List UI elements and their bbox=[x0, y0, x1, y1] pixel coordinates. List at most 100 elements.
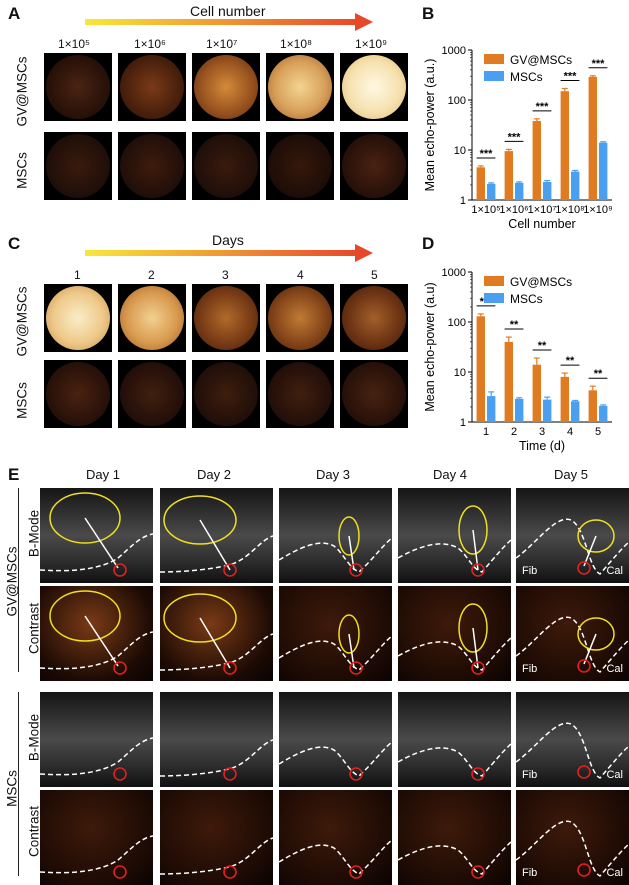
overlay-annotations bbox=[516, 722, 629, 779]
ultrasound-well-a-gv-1 bbox=[44, 53, 112, 121]
target-marker-circle bbox=[223, 563, 237, 577]
measure-line bbox=[199, 617, 231, 669]
target-marker-circle bbox=[113, 865, 127, 879]
chart-b-bar-1-4 bbox=[599, 142, 608, 200]
ultrasound-frame-gv-contrast-day5: Fib Cal bbox=[516, 586, 629, 681]
ultrasound-frame-gv-contrast-day1 bbox=[40, 586, 153, 681]
target-marker-circle bbox=[577, 765, 591, 779]
chart-b-legend-swatch-1 bbox=[484, 71, 504, 81]
overlay-annotations bbox=[516, 820, 629, 877]
ultrasound-frame-gv-bmode-day3 bbox=[279, 488, 392, 583]
arrow-days-label: Days bbox=[212, 232, 244, 248]
overlay-annotations bbox=[279, 516, 392, 577]
callus-ellipse bbox=[49, 590, 121, 642]
callus-ellipse bbox=[577, 617, 615, 651]
ultrasound-frame-gv-contrast-day4 bbox=[398, 586, 511, 681]
col-label-c-2: 2 bbox=[148, 268, 155, 282]
ultrasound-well-c-mscs-2 bbox=[118, 360, 186, 428]
overlay-annotations bbox=[516, 518, 629, 575]
chart-b-bar-1-2 bbox=[543, 181, 552, 200]
bone-contour-dashed bbox=[516, 518, 629, 575]
ultrasound-well-c-mscs-4 bbox=[266, 360, 334, 428]
target-marker-circle bbox=[577, 561, 591, 575]
target-marker-circle bbox=[349, 767, 363, 781]
col-label-e-4: Day 4 bbox=[433, 467, 467, 482]
ultrasound-frame-gv-bmode-day5: Fib Cal bbox=[516, 488, 629, 583]
ultrasound-well-c-gv-4 bbox=[266, 284, 334, 352]
callus-ellipse bbox=[338, 614, 360, 654]
ultrasound-well-a-gv-2 bbox=[118, 53, 186, 121]
target-marker-circle bbox=[471, 661, 485, 675]
chart-b-legend-swatch-0 bbox=[484, 54, 504, 64]
chart-d-bar-1-1 bbox=[515, 398, 524, 422]
bone-contour-dashed bbox=[40, 835, 153, 874]
ultrasound-frame-mscs-contrast-day4 bbox=[398, 790, 511, 885]
ultrasound-frame-mscs-bmode-day5: Fib Cal bbox=[516, 692, 629, 787]
bone-contour-dashed bbox=[398, 743, 511, 777]
target-marker-circle bbox=[113, 563, 127, 577]
measure-line bbox=[583, 633, 597, 665]
ultrasound-well-a-gv-4 bbox=[266, 53, 334, 121]
row-label-a-gv: GV@MSCs bbox=[14, 56, 30, 127]
overlay-annotations bbox=[398, 743, 511, 781]
target-marker-circle bbox=[349, 661, 363, 675]
bracket-gv bbox=[18, 488, 19, 672]
bone-contour-dashed bbox=[279, 635, 392, 671]
overlay-annotations bbox=[398, 603, 511, 675]
col-label-a-5: 1×10⁹ bbox=[355, 37, 388, 51]
overlay-annotations bbox=[40, 492, 153, 577]
chart-d-legend-label-0: GV@MSCs bbox=[510, 275, 572, 289]
ultrasound-frame-gv-bmode-day4 bbox=[398, 488, 511, 583]
chart-d-sig-label-4: ** bbox=[594, 368, 603, 380]
chart-d-bar-1-3 bbox=[571, 401, 580, 422]
ultrasound-well-c-gv-3 bbox=[192, 284, 260, 352]
overlay-annotations bbox=[279, 839, 392, 879]
bone-contour-dashed bbox=[516, 722, 629, 779]
measure-line bbox=[84, 517, 119, 569]
ultrasound-well-c-gv-1 bbox=[44, 284, 112, 352]
chart-d-ytick-label-3: 1000 bbox=[442, 267, 466, 279]
overlay-annotations bbox=[40, 737, 153, 781]
chart-d-bar-0-1 bbox=[504, 341, 513, 422]
overlay-annotations bbox=[160, 495, 273, 577]
arrow-cell-number bbox=[85, 13, 373, 31]
ultrasound-frame-mscs-contrast-day5: Fib Cal bbox=[516, 790, 629, 885]
chart-d-bar-1-4 bbox=[599, 405, 608, 422]
chart-b-bar-0-0 bbox=[476, 167, 485, 200]
chart-b-xtick-label-2: 1×10⁷ bbox=[528, 204, 557, 216]
ultrasound-frame-gv-bmode-day2 bbox=[160, 488, 273, 583]
overlay-annotations bbox=[516, 616, 629, 673]
row-label-c-gv: GV@MSCs bbox=[14, 286, 30, 357]
arrow-days bbox=[85, 244, 373, 262]
measure-line bbox=[583, 535, 597, 567]
target-marker-circle bbox=[471, 563, 485, 577]
col-label-c-1: 1 bbox=[74, 268, 81, 282]
bone-contour-dashed bbox=[516, 820, 629, 877]
target-marker-circle bbox=[349, 865, 363, 879]
overlay-annotations bbox=[40, 835, 153, 879]
chart-b-bar-0-3 bbox=[560, 91, 569, 200]
chart-d-xtick-label-2: 3 bbox=[539, 426, 545, 438]
callus-ellipse bbox=[458, 603, 488, 653]
col-label-a-2: 1×10⁶ bbox=[134, 37, 166, 51]
chart-b-bar-0-1 bbox=[504, 151, 513, 200]
overlay-annotations bbox=[398, 505, 511, 577]
chart-d-bar-0-3 bbox=[560, 376, 569, 422]
ultrasound-frame-mscs-bmode-day3 bbox=[279, 692, 392, 787]
chart-d-bar-0-4 bbox=[588, 390, 597, 422]
chart-b-sig-label-2: *** bbox=[536, 101, 550, 113]
bracket-mscs bbox=[18, 692, 19, 876]
chart-d-legend-label-1: MSCs bbox=[510, 292, 543, 306]
ultrasound-well-c-mscs-3 bbox=[192, 360, 260, 428]
ultrasound-frame-mscs-contrast-day1 bbox=[40, 790, 153, 885]
chart-d-ytick-label-2: 100 bbox=[448, 317, 466, 329]
chart-b-y-axis-title: Mean echo-power (a.u.) bbox=[423, 59, 437, 192]
ultrasound-frame-gv-bmode-day1 bbox=[40, 488, 153, 583]
bone-contour-dashed bbox=[398, 637, 511, 671]
fib-label: Fib bbox=[522, 663, 538, 675]
chart-b-xtick-label-0: 1×10⁵ bbox=[471, 204, 500, 216]
overlay-annotations bbox=[160, 593, 273, 675]
chart-b-legend-label-0: GV@MSCs bbox=[510, 53, 572, 67]
target-marker-circle bbox=[223, 865, 237, 879]
